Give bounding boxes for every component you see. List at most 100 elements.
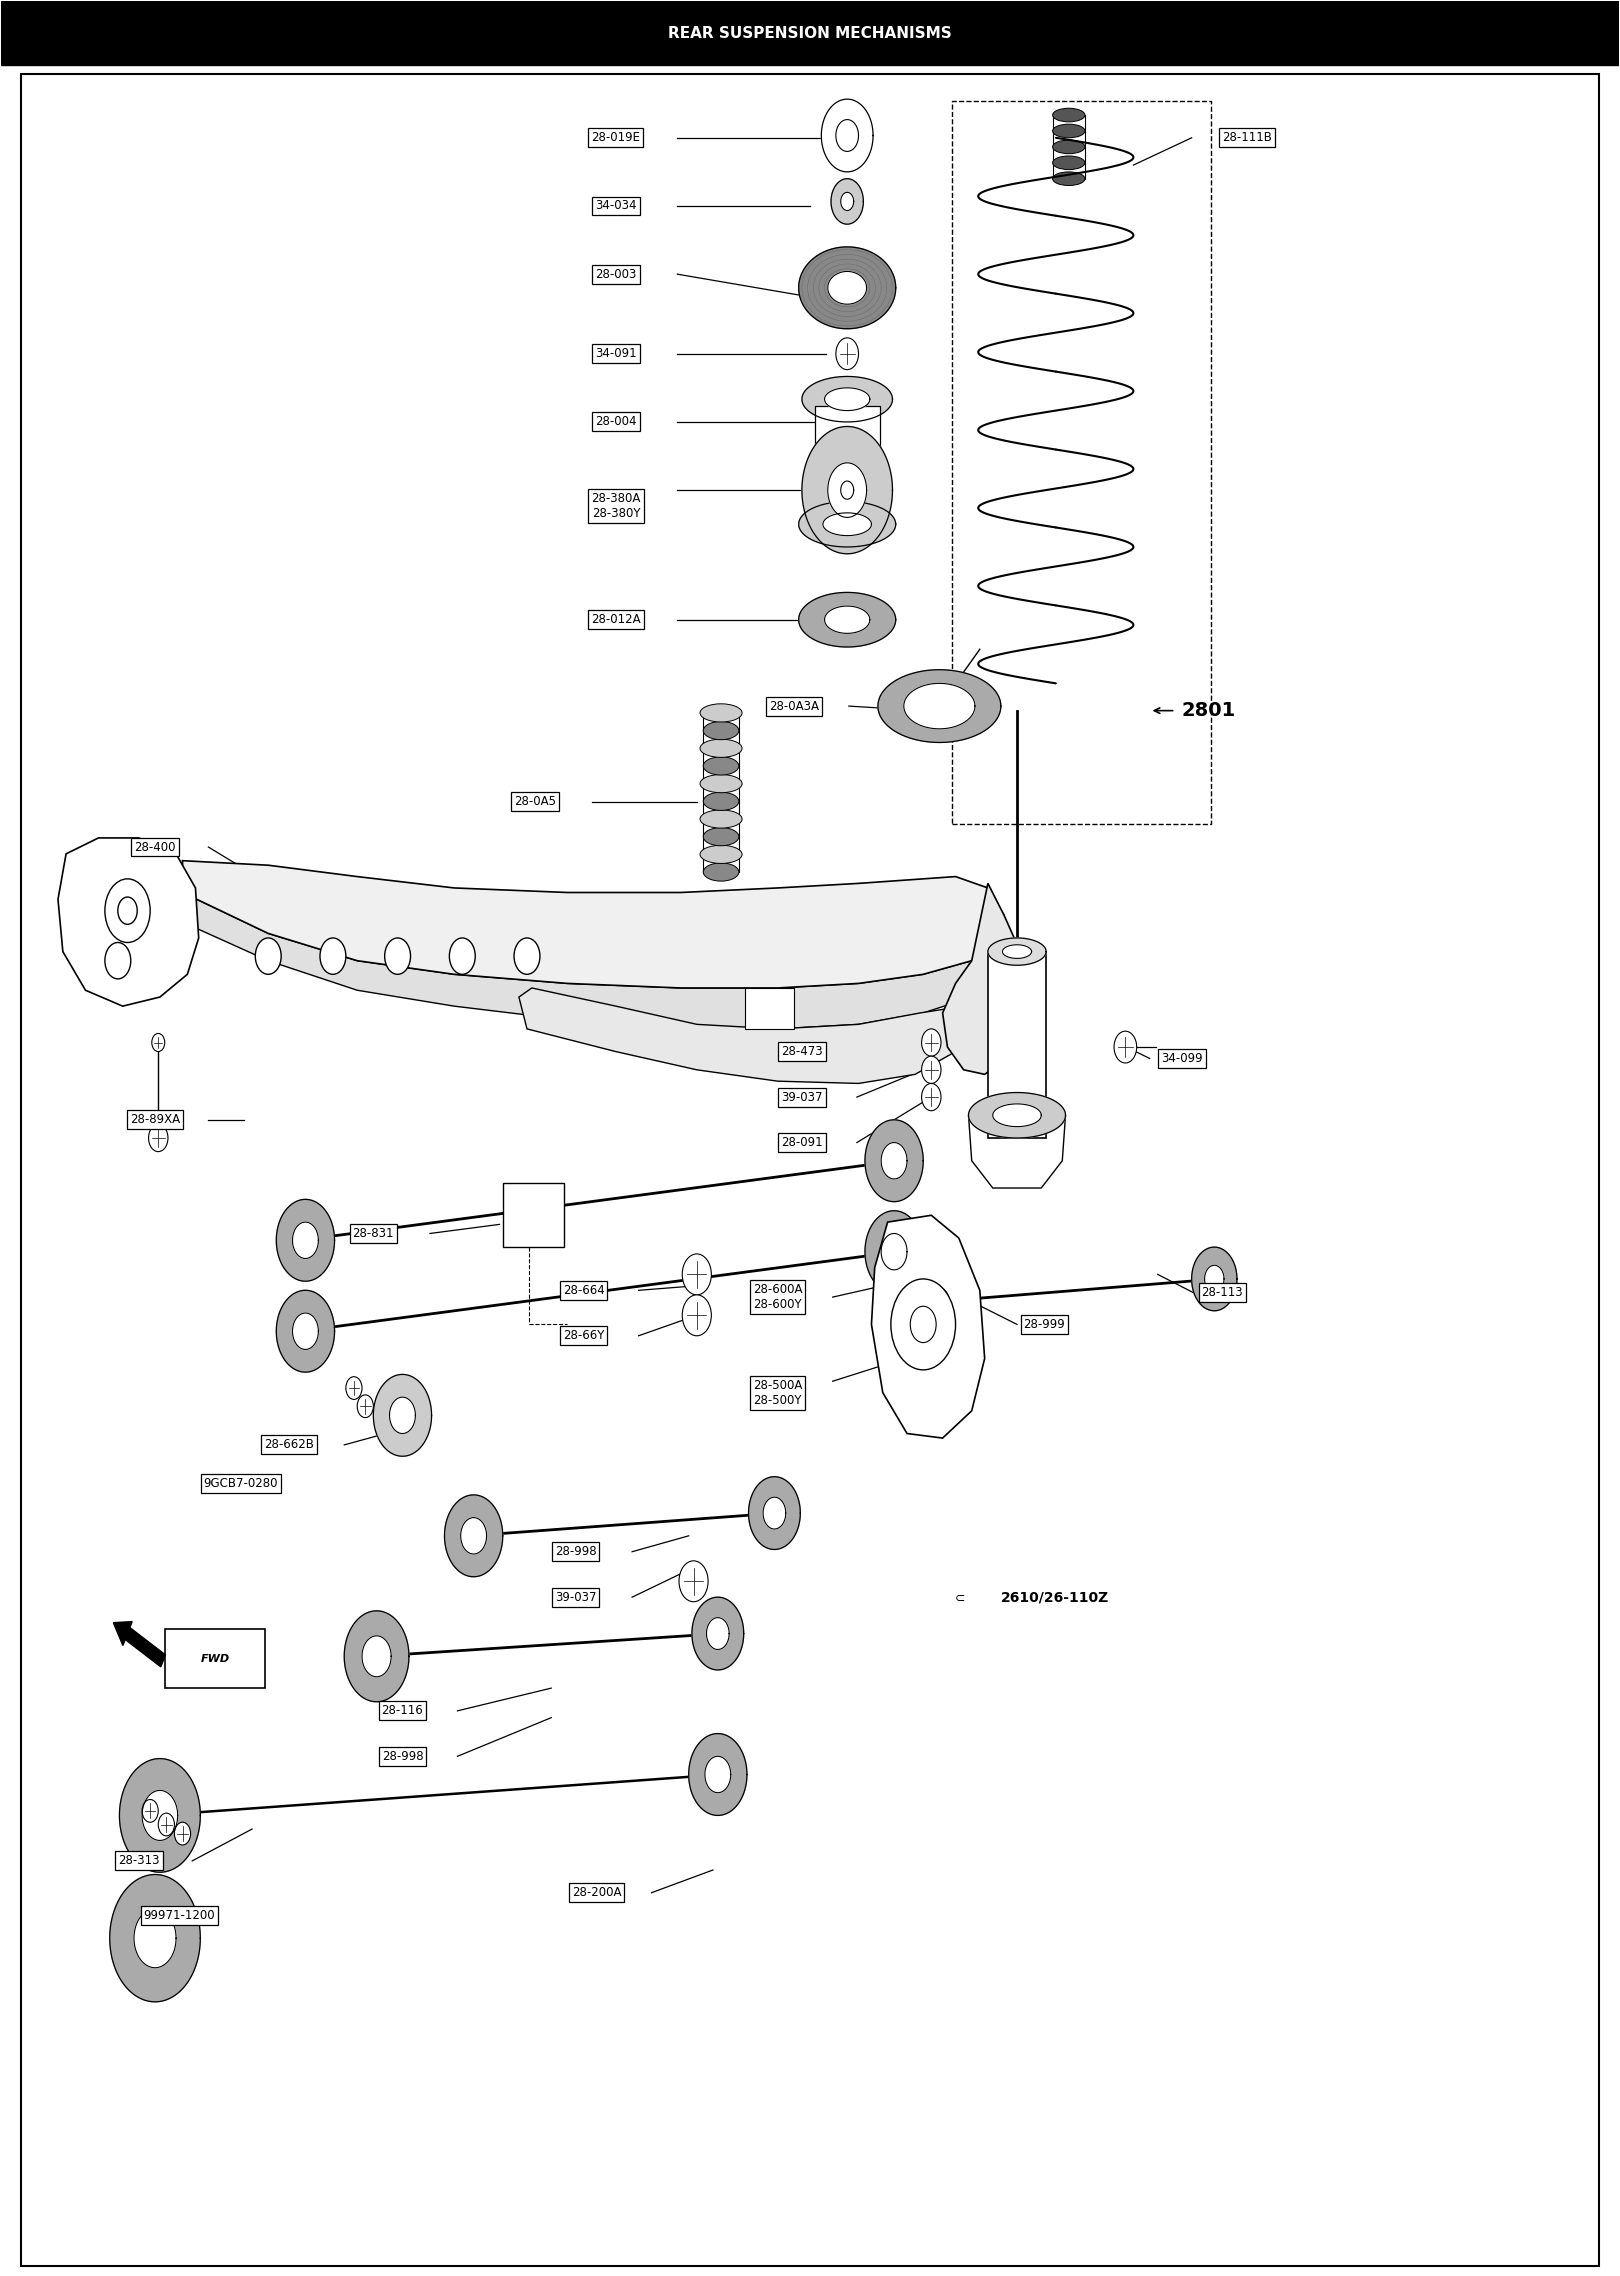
Text: 28-600A
28-600Y: 28-600A 28-600Y [753,1284,802,1311]
Text: 28-111B: 28-111B [1221,132,1272,143]
Polygon shape [120,1759,201,1873]
Polygon shape [988,938,1047,965]
Polygon shape [841,193,854,209]
Polygon shape [134,1910,177,1969]
Polygon shape [688,1734,747,1816]
Circle shape [345,1377,361,1400]
Text: 9GCB7-0280: 9GCB7-0280 [204,1477,279,1491]
FancyBboxPatch shape [165,1630,266,1689]
Polygon shape [841,480,854,498]
Circle shape [910,1306,936,1343]
Polygon shape [821,100,873,173]
Polygon shape [831,467,863,512]
Polygon shape [802,426,893,553]
Polygon shape [825,605,870,633]
Polygon shape [825,387,870,410]
Polygon shape [1192,1247,1238,1311]
Polygon shape [1003,945,1032,958]
Bar [815,405,880,455]
Polygon shape [293,1313,319,1350]
Ellipse shape [1053,141,1085,155]
Bar [502,1184,564,1247]
Polygon shape [802,376,893,421]
Circle shape [152,1033,165,1052]
Text: 28-664: 28-664 [562,1284,604,1297]
Polygon shape [799,592,896,646]
Ellipse shape [700,740,742,758]
Polygon shape [823,512,872,535]
Text: 28-998: 28-998 [382,1750,423,1764]
Circle shape [356,1395,373,1418]
Circle shape [321,938,345,974]
Ellipse shape [1053,173,1085,187]
Circle shape [922,1029,941,1056]
Text: REAR SUSPENSION MECHANISMS: REAR SUSPENSION MECHANISMS [667,25,953,41]
Circle shape [149,1124,168,1152]
Polygon shape [881,1234,907,1270]
Polygon shape [943,883,1029,1074]
Polygon shape [917,1270,962,1334]
Circle shape [922,1056,941,1083]
Text: 28-116: 28-116 [382,1705,423,1718]
Text: 28-091: 28-091 [781,1136,823,1149]
Bar [745,988,794,1029]
Text: FWD: FWD [201,1655,230,1664]
Polygon shape [993,1104,1042,1127]
Text: 28-66Y: 28-66Y [562,1329,604,1343]
Text: 34-099: 34-099 [1162,1052,1202,1065]
Polygon shape [904,683,975,728]
Circle shape [679,1561,708,1602]
Circle shape [891,1279,956,1370]
Polygon shape [183,892,996,1029]
Bar [988,951,1047,1138]
Polygon shape [345,1611,408,1702]
Text: 2610/26-110Z: 2610/26-110Z [1001,1591,1110,1605]
Circle shape [514,938,539,974]
Ellipse shape [703,792,739,810]
Ellipse shape [700,774,742,792]
Polygon shape [293,1222,319,1259]
Text: 2801: 2801 [1183,701,1236,719]
Polygon shape [872,1215,985,1438]
Text: 28-113: 28-113 [1202,1286,1243,1300]
Text: 28-473: 28-473 [781,1045,823,1058]
Text: 34-034: 34-034 [595,200,637,212]
Circle shape [682,1295,711,1336]
Ellipse shape [700,810,742,828]
Text: 99971-1200: 99971-1200 [144,1910,215,1921]
Text: 28-0A3A: 28-0A3A [770,699,818,712]
Ellipse shape [703,863,739,881]
Circle shape [384,938,410,974]
Polygon shape [799,501,896,546]
Ellipse shape [703,721,739,740]
Text: 28-019E: 28-019E [591,132,640,143]
Circle shape [449,938,475,974]
Text: 28-313: 28-313 [118,1855,160,1866]
Circle shape [922,1083,941,1111]
Polygon shape [518,988,972,1083]
FancyArrow shape [113,1621,165,1666]
Polygon shape [692,1598,744,1671]
Polygon shape [143,1791,178,1841]
Polygon shape [110,1875,201,2003]
Polygon shape [444,1495,502,1577]
Polygon shape [277,1290,335,1372]
Polygon shape [705,1757,731,1793]
Polygon shape [865,1211,923,1293]
Text: 28-012A: 28-012A [591,612,642,626]
Circle shape [256,938,282,974]
Polygon shape [831,180,863,223]
Text: 28-0A5: 28-0A5 [514,794,556,808]
Polygon shape [828,271,867,305]
Ellipse shape [703,758,739,776]
Ellipse shape [700,844,742,863]
Ellipse shape [700,703,742,721]
Polygon shape [799,246,896,328]
Polygon shape [878,669,1001,742]
Text: 28-662B: 28-662B [264,1438,314,1452]
Ellipse shape [1053,125,1085,139]
Bar [953,102,1212,824]
Polygon shape [930,1288,949,1316]
Polygon shape [183,860,1004,988]
Circle shape [175,1823,191,1846]
